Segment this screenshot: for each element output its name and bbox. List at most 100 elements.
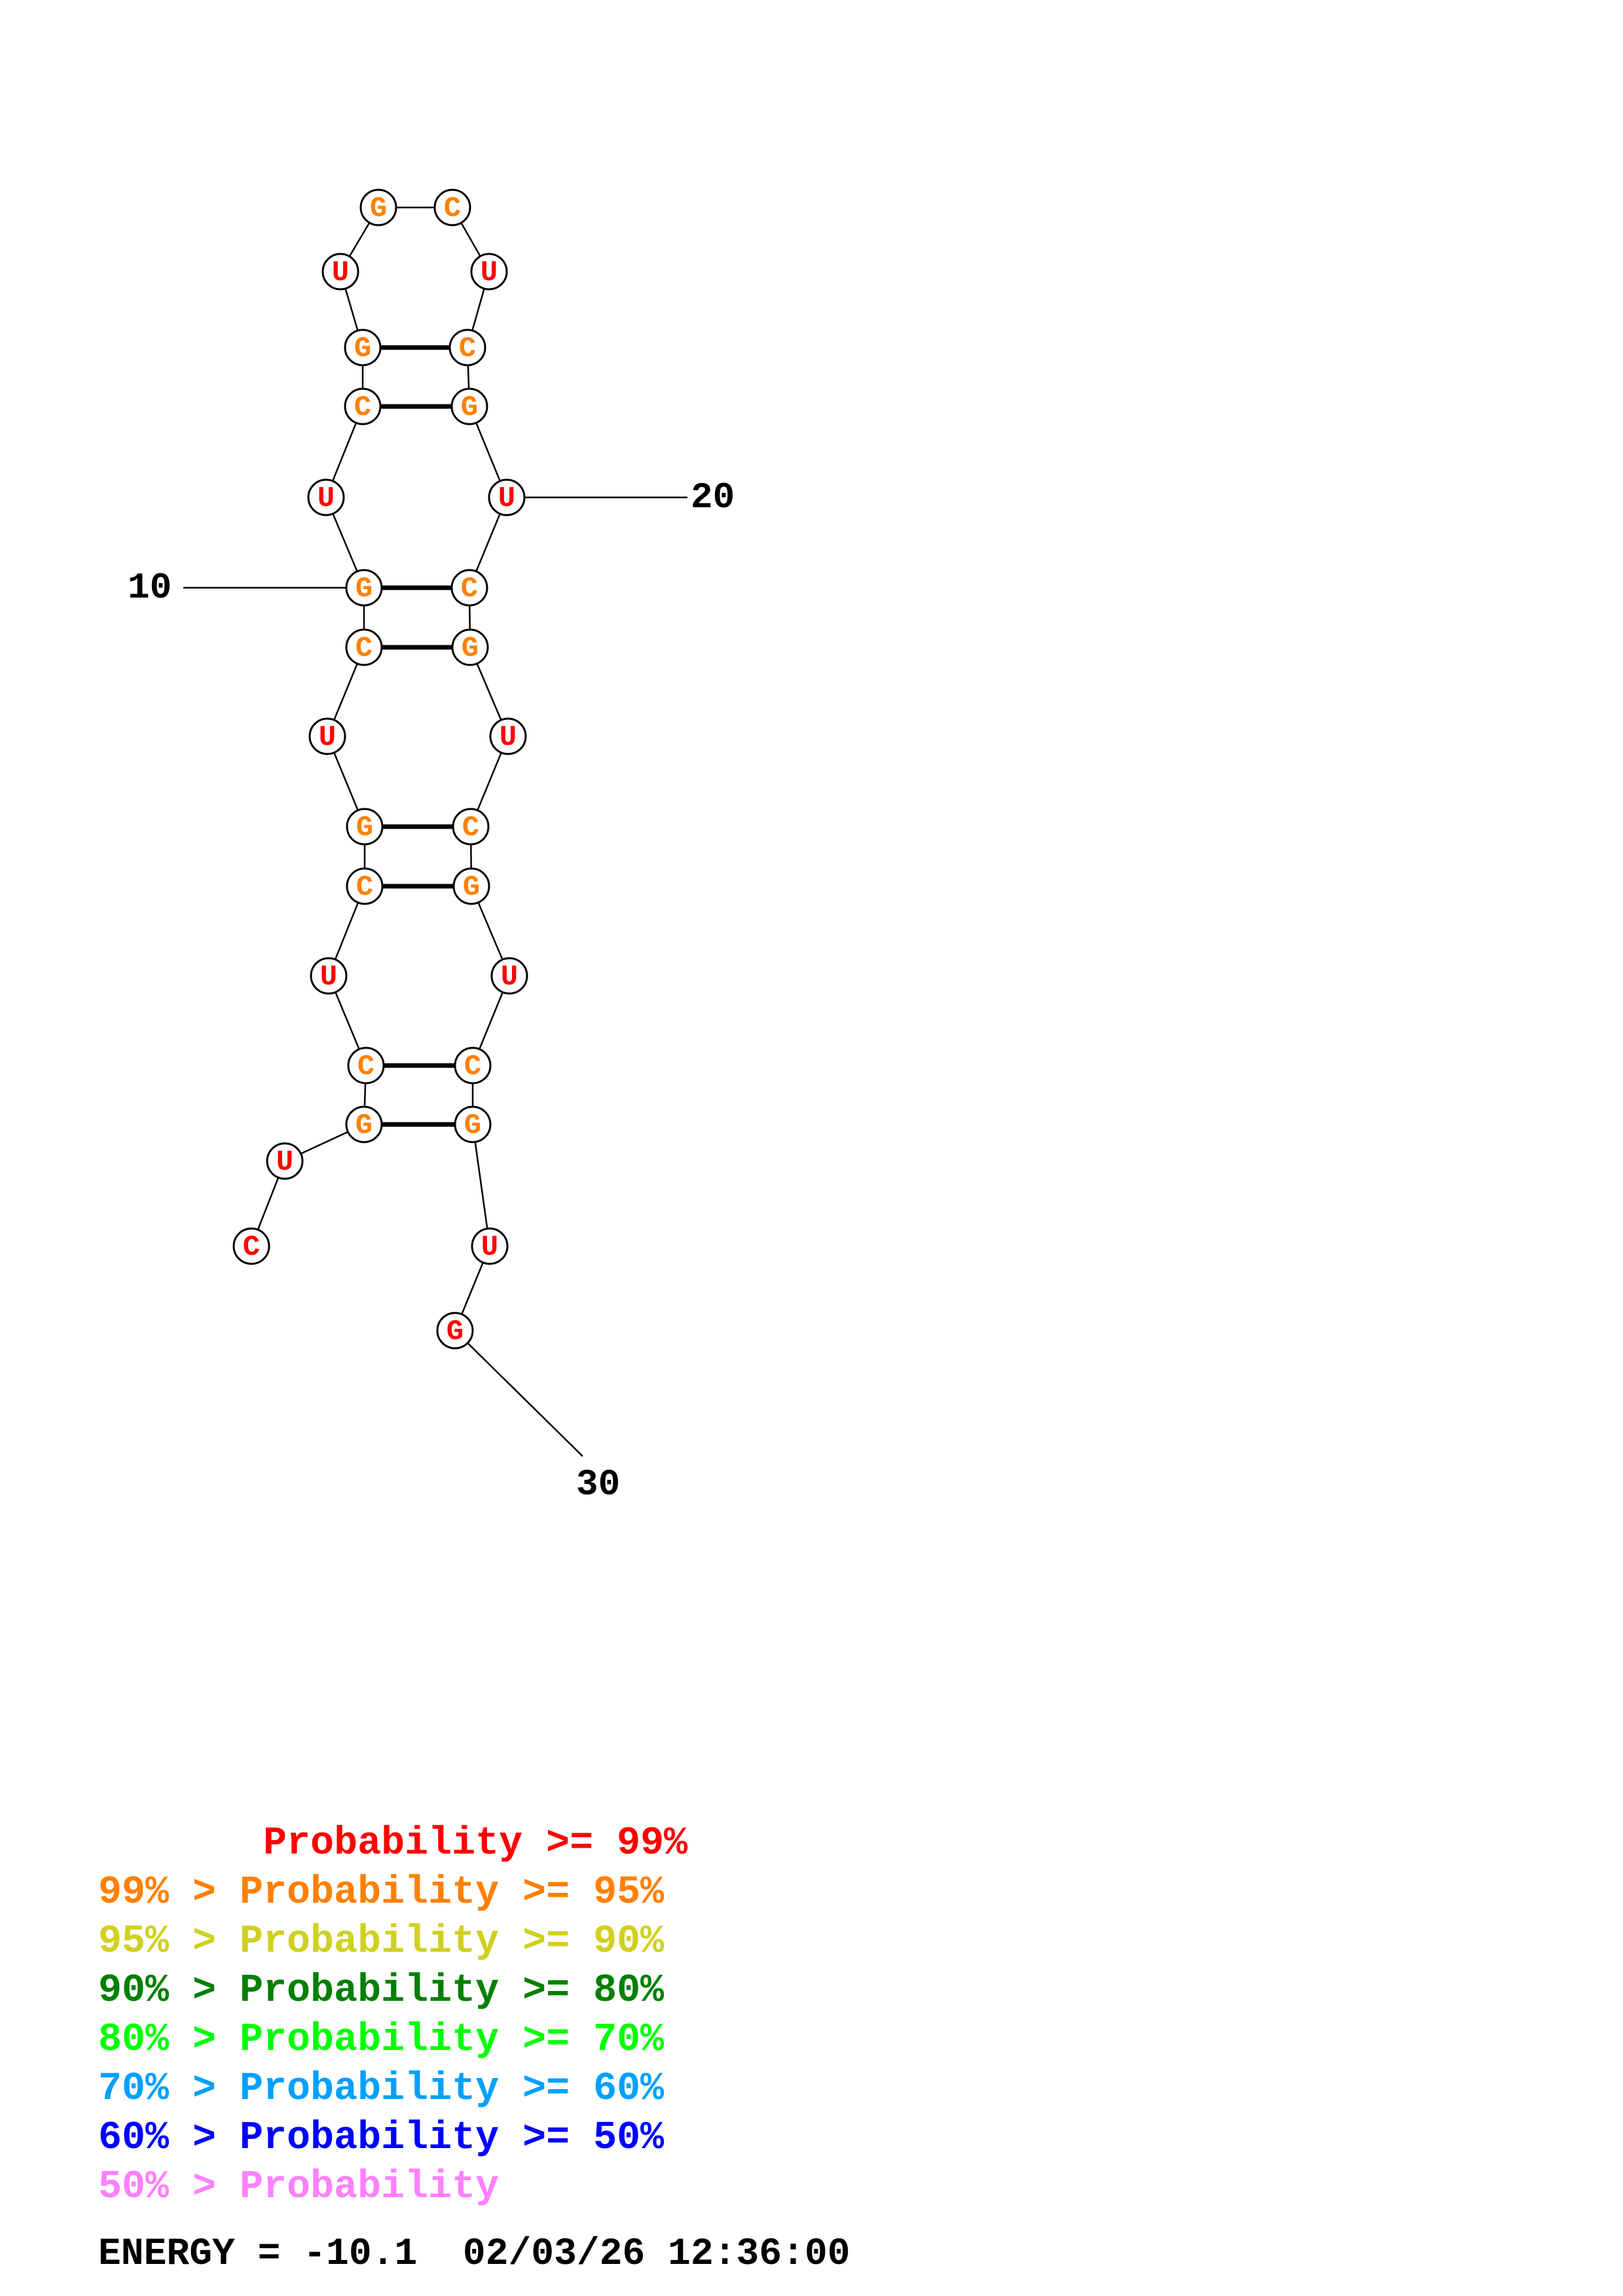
nucleotide-letter: U xyxy=(318,482,335,515)
nucleotide-circle xyxy=(433,188,471,226)
nucleotide: U xyxy=(307,478,345,516)
nucleotide-letter: G xyxy=(463,871,480,904)
nucleotide-letter: C xyxy=(357,1050,374,1083)
nucleotide: U xyxy=(321,253,359,291)
nucleotide-letter: U xyxy=(498,482,515,515)
nucleotide-letter: U xyxy=(481,257,498,289)
nucleotide-circle xyxy=(488,478,526,516)
nucleotide-circle xyxy=(454,1105,492,1143)
nucleotide-circle xyxy=(452,867,490,905)
legend-entry: Probability >= 99% xyxy=(98,1820,687,1869)
nucleotide-circle xyxy=(347,1047,385,1085)
nucleotide-letter: C xyxy=(444,192,461,225)
nucleotide: C xyxy=(347,1047,385,1085)
legend-entry: 90% > Probability >= 80% xyxy=(98,1967,687,2016)
nucleotide-circle xyxy=(451,628,489,666)
numbering-label: 20 xyxy=(691,476,735,518)
nucleotide: U xyxy=(470,253,508,291)
nucleotide-circle xyxy=(344,329,382,367)
numbering-layer: 10 20 30 xyxy=(128,476,735,1505)
nucleotide-letter: C xyxy=(243,1231,260,1264)
legend-text: 60% > Probability >= 50% xyxy=(98,2116,665,2161)
nucleotide-letter: G xyxy=(462,632,479,665)
legend-text: 70% > Probability >= 60% xyxy=(98,2067,665,2111)
nucleotide-circle xyxy=(470,253,508,291)
nucleotide: G xyxy=(345,1105,383,1143)
legend-text: 80% > Probability >= 70% xyxy=(98,2018,665,2062)
nucleotide: G xyxy=(451,628,489,666)
nucleotide-letter: U xyxy=(501,961,518,994)
nucleotide-letter: U xyxy=(276,1146,293,1179)
legend-text: Probability >= 99% xyxy=(263,1821,688,1866)
nucleotide-letter: C xyxy=(356,871,373,904)
legend-entry: 70% > Probability >= 60% xyxy=(98,2065,687,2114)
nucleotide: G xyxy=(450,387,488,425)
nucleotide: G xyxy=(346,808,384,846)
nucleotide-circle xyxy=(345,628,383,666)
nucleotide-circle xyxy=(454,1047,492,1085)
nucleotide: G xyxy=(454,1105,492,1143)
nucleotide: C xyxy=(344,387,382,425)
legend-entry: 50% > Probability xyxy=(98,2163,687,2212)
nucleotide-letter: U xyxy=(500,721,517,754)
nucleotide-letter: U xyxy=(320,961,337,994)
legend-entry: 95% > Probability >= 90% xyxy=(98,1918,687,1967)
nucleotide: C xyxy=(448,329,486,367)
nucleotide-letter: U xyxy=(332,257,349,289)
nucleotide: C xyxy=(433,188,471,226)
nucleotide: G xyxy=(359,188,397,226)
legend-entry: 80% > Probability >= 70% xyxy=(98,2016,687,2065)
nucleotide-letter: G xyxy=(354,332,371,365)
nucleotide-letter: C xyxy=(354,391,371,424)
nucleotide-circle xyxy=(490,957,528,995)
legend-indent xyxy=(98,1821,263,1866)
nucleotide-circle xyxy=(452,808,490,846)
nucleotide: C xyxy=(346,867,384,905)
probability-legend: Probability >= 99% 99% > Probability >= 9… xyxy=(98,1820,687,2212)
nucleotide-letter: C xyxy=(459,332,476,365)
nucleotide: C xyxy=(452,808,490,846)
nucleotide-circle xyxy=(489,717,527,755)
nucleotide: C xyxy=(232,1227,270,1265)
nucleotide-circle xyxy=(307,478,345,516)
nucleotide-circle xyxy=(345,1105,383,1143)
nucleotide: C xyxy=(450,569,488,607)
nucleotide-circle xyxy=(346,808,384,846)
nucleotide-circle xyxy=(345,569,383,607)
nucleotide: U xyxy=(308,717,346,755)
legend-text: 95% > Probability >= 90% xyxy=(98,1920,665,1964)
nucleotide-circle xyxy=(436,1312,474,1350)
numbering-label: 10 xyxy=(128,567,172,609)
nucleotide-circle xyxy=(266,1142,304,1180)
nucleotide-letter: C xyxy=(464,1050,481,1083)
nucleotide-letter: G xyxy=(447,1316,464,1348)
legend-text: 90% > Probability >= 80% xyxy=(98,1969,665,2013)
energy-timestamp-line: ENERGY = -10.1 02/03/26 12:36:00 xyxy=(98,2233,850,2276)
nucleotide: U xyxy=(490,957,528,995)
nucleotide: G xyxy=(436,1312,474,1350)
nucleotide-circle xyxy=(448,329,486,367)
nucleotide-letter: C xyxy=(462,812,479,844)
nucleotide-letter: U xyxy=(481,1231,498,1264)
nucleotide-circle xyxy=(232,1227,270,1265)
nucleotide-letter: C xyxy=(461,573,478,605)
legend-text: 99% > Probability >= 95% xyxy=(98,1871,665,1915)
nucleotide: U xyxy=(488,478,526,516)
numbering-label: 30 xyxy=(576,1463,620,1505)
nucleotide-letter: G xyxy=(370,192,387,225)
nucleotide-letter: G xyxy=(464,1109,481,1142)
base-pair-layer xyxy=(363,345,473,1127)
nucleotide: C xyxy=(454,1047,492,1085)
numbering-tick xyxy=(454,1330,583,1457)
nucleotide: U xyxy=(489,717,527,755)
nucleotide-letter: G xyxy=(356,812,373,844)
nucleotide-letter: U xyxy=(319,721,336,754)
nucleotide: G xyxy=(345,569,383,607)
legend-entry: 60% > Probability >= 50% xyxy=(98,2114,687,2163)
nucleotide-circle xyxy=(450,387,488,425)
nucleotide-circle xyxy=(310,957,348,995)
nucleotide-circle xyxy=(346,867,384,905)
nucleotide: U xyxy=(310,957,348,995)
